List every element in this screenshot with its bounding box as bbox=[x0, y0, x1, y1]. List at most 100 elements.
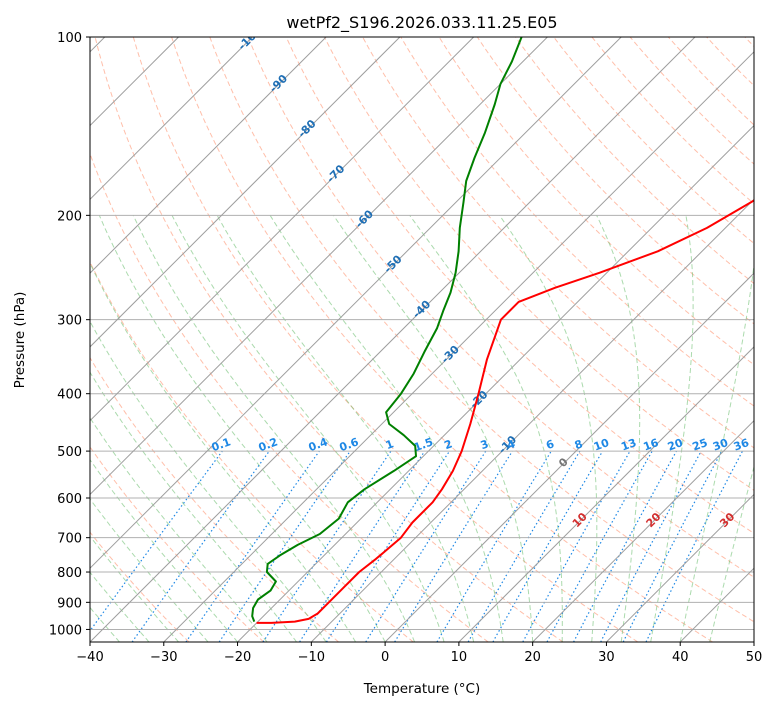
mixing-ratio-label: 1 bbox=[384, 437, 396, 452]
dry-adiabat bbox=[90, 356, 339, 642]
mixing-ratio-label: 30 bbox=[711, 436, 730, 454]
moist-adiabat bbox=[90, 320, 327, 642]
isotherm-line bbox=[90, 37, 401, 348]
isotherm-line bbox=[384, 272, 754, 642]
x-tick-label: 30 bbox=[598, 650, 615, 665]
x-axis-title: Temperature (°C) bbox=[363, 681, 481, 697]
x-tick-label: −20 bbox=[224, 650, 251, 665]
mixing-ratio-line bbox=[90, 450, 223, 632]
mixing-ratio-line bbox=[185, 450, 320, 642]
x-tick-label: 20 bbox=[524, 650, 541, 665]
temperature-profile-line bbox=[256, 199, 754, 624]
mixing-ratio-line bbox=[299, 450, 426, 642]
dewpoint-profile-line bbox=[251, 37, 523, 622]
y-tick-label: 100 bbox=[57, 31, 82, 46]
mixing-ratio-label: 10 bbox=[592, 436, 611, 454]
mixing-ratio-line bbox=[546, 450, 653, 642]
dry-adiabat bbox=[94, 37, 564, 642]
isotherm-line bbox=[237, 124, 754, 642]
moist-adiabat bbox=[90, 535, 179, 642]
x-tick-label: 50 bbox=[746, 650, 763, 665]
mixing-ratio-line bbox=[262, 450, 392, 642]
moist-adiabat bbox=[409, 215, 563, 642]
moist-adiabat bbox=[269, 215, 504, 642]
mixing-ratio-label: 0.6 bbox=[338, 435, 361, 454]
moist-adiabat bbox=[90, 571, 150, 642]
mixing-ratio-label: 16 bbox=[642, 436, 661, 454]
isotherm-line bbox=[90, 37, 327, 274]
chart-title: wetPf2_S196.2026.033.11.25.E05 bbox=[286, 13, 557, 33]
dry-adiabat bbox=[515, 37, 754, 285]
moist-adiabat bbox=[499, 215, 598, 642]
moist-adiabat bbox=[90, 416, 268, 642]
mixing-ratio-line bbox=[522, 450, 631, 642]
x-tick-label: −10 bbox=[298, 650, 325, 665]
y-tick-label: 700 bbox=[57, 532, 82, 547]
mixing-ratio-line bbox=[131, 450, 270, 642]
mixing-ratio-label: 2 bbox=[442, 437, 454, 452]
mixing-ratio-label: 25 bbox=[691, 436, 710, 453]
dry-adiabat bbox=[132, 37, 639, 642]
moist-adiabat bbox=[709, 465, 754, 642]
moist-adiabat bbox=[98, 215, 386, 642]
mixing-ratio-label: 20 bbox=[666, 436, 685, 454]
plot-background bbox=[90, 37, 754, 642]
y-tick-label: 800 bbox=[57, 566, 82, 581]
x-tick-label: 40 bbox=[672, 650, 689, 665]
y-axis-title: Pressure (hPa) bbox=[12, 292, 28, 389]
mixing-ratio-line bbox=[218, 450, 351, 642]
dry-adiabat bbox=[90, 152, 489, 642]
mixing-ratio-label: 6 bbox=[544, 437, 556, 452]
moist-adiabat bbox=[90, 371, 297, 642]
mixing-ratio-label: 8 bbox=[573, 437, 585, 452]
mixing-ratio-line bbox=[394, 450, 513, 642]
dry-adiabat bbox=[90, 531, 190, 642]
mixing-ratio-label: 0.1 bbox=[210, 435, 233, 454]
isotherm-line bbox=[90, 37, 253, 201]
moist-adiabat bbox=[90, 458, 238, 642]
x-tick-label: 0 bbox=[381, 650, 389, 665]
mixing-ratio-line bbox=[325, 450, 451, 642]
x-tick-label: −30 bbox=[150, 650, 177, 665]
dry-adiabat bbox=[209, 37, 754, 623]
y-tick-label: 900 bbox=[57, 596, 82, 611]
mixing-ratio-label: 4 bbox=[505, 437, 517, 452]
plot-frame bbox=[89, 36, 755, 643]
y-tick-label: 200 bbox=[57, 209, 82, 224]
mixing-ratio-line bbox=[645, 450, 744, 642]
moist-adiabat bbox=[596, 215, 641, 642]
isotherm-line bbox=[163, 51, 754, 642]
dry-adiabat bbox=[438, 37, 754, 366]
y-tick-label: 400 bbox=[57, 388, 82, 403]
isotherm-line bbox=[458, 346, 754, 642]
isotherm-line bbox=[753, 641, 754, 642]
y-tick-label: 600 bbox=[57, 492, 82, 507]
mixing-ratio-label: 36 bbox=[732, 436, 751, 454]
y-tick-label: 1000 bbox=[49, 623, 82, 638]
isotherm-line bbox=[90, 37, 475, 422]
moist-adiabat bbox=[171, 215, 445, 642]
dry-adiabat bbox=[171, 37, 713, 642]
isotherm-line bbox=[90, 37, 548, 496]
moist-adiabat bbox=[90, 262, 357, 642]
mixing-ratio-label: 0.4 bbox=[307, 435, 330, 454]
moist-adiabat bbox=[90, 498, 209, 642]
isotherm-line bbox=[606, 493, 754, 642]
isotherm-line bbox=[532, 419, 754, 642]
moist-adiabat bbox=[132, 215, 416, 642]
moist-adiabat bbox=[650, 215, 694, 642]
dry-adiabat bbox=[362, 37, 754, 449]
dry-adiabat bbox=[323, 37, 754, 491]
isotherm-line bbox=[310, 198, 754, 642]
x-tick-label: −40 bbox=[76, 650, 103, 665]
x-tick-label: 10 bbox=[451, 650, 468, 665]
mixing-ratio-label: 0.2 bbox=[257, 435, 280, 454]
dry-adiabat bbox=[90, 446, 265, 642]
mixing-ratio-label: 1.5 bbox=[412, 435, 435, 454]
y-tick-label: 500 bbox=[57, 445, 82, 460]
isotherm-line bbox=[90, 37, 622, 569]
y-tick-label: 300 bbox=[57, 314, 82, 329]
moist-adiabat bbox=[679, 261, 754, 642]
mixing-ratio-label: 13 bbox=[619, 436, 638, 453]
